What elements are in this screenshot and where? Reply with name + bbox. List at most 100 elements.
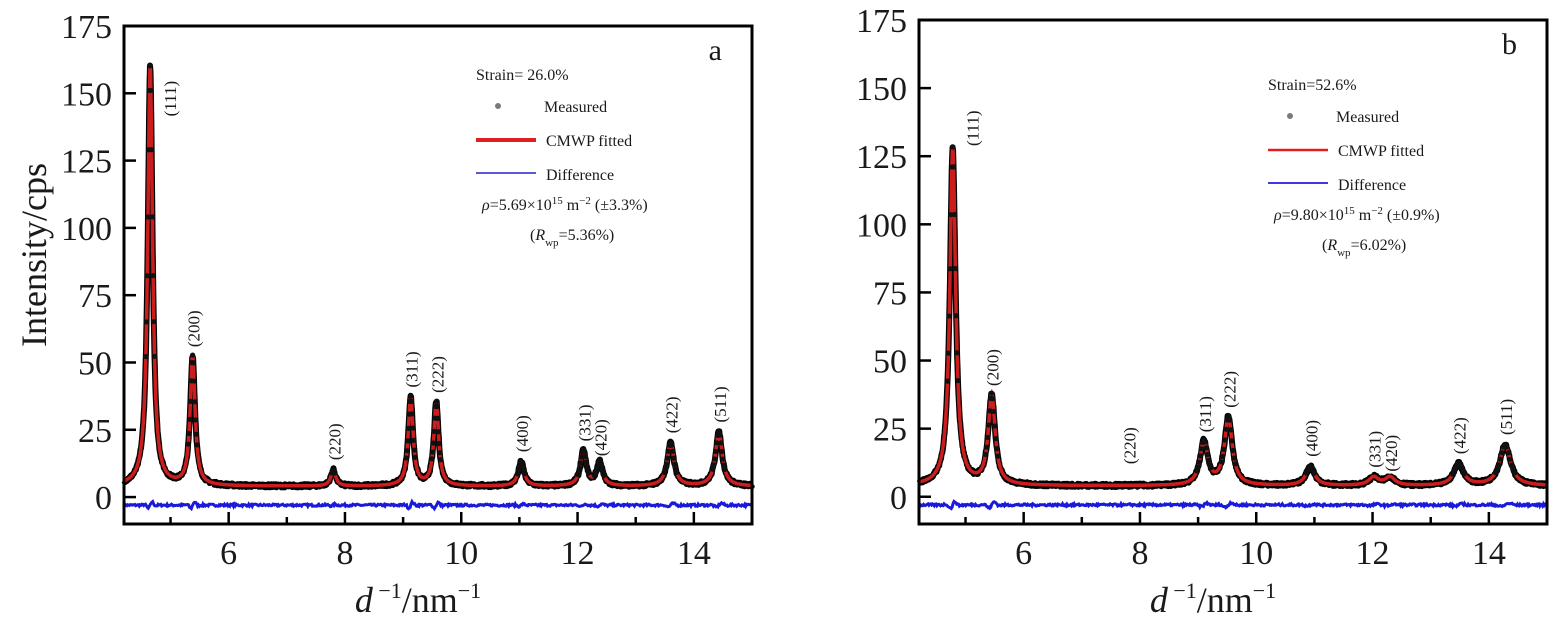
- x-tick-label: 14: [677, 535, 711, 572]
- peak-label: (511): [711, 386, 730, 422]
- panel-a: 0 25 50 75 100 125 150 175 6 8 10 12 14 d −1/nm−1 (111…: [61, 9, 755, 620]
- measured-point: [665, 448, 672, 454]
- rwp-value: =6.02%): [1351, 237, 1407, 254]
- measured-point: [1496, 462, 1502, 468]
- measured-point: [434, 403, 440, 410]
- measured-point: [1221, 446, 1227, 452]
- measured-point: [1512, 470, 1518, 476]
- measured-point: [431, 428, 437, 434]
- x-axis-title: d −1/nm−1: [1150, 578, 1276, 620]
- x-axis-title-unit: /nm: [1197, 580, 1253, 620]
- measured-point: [149, 214, 155, 220]
- measured-point: [598, 462, 604, 468]
- measured-point: [1505, 450, 1511, 456]
- measured-point: [983, 444, 990, 450]
- measured-point: [332, 470, 338, 476]
- measured-point: [411, 447, 417, 453]
- measured-point: [190, 360, 196, 366]
- measured-point: [994, 446, 1000, 452]
- measured-point: [718, 440, 724, 446]
- peak-label: (422): [1451, 417, 1470, 454]
- x-tick-label: 12: [561, 535, 595, 572]
- peak-label: (220): [325, 423, 344, 460]
- measured-point: [405, 425, 412, 431]
- measured-point: [433, 398, 439, 405]
- legend-difference-label: Difference: [546, 167, 614, 184]
- rwp-value: =5.36%): [559, 227, 615, 244]
- measured-point: [147, 63, 153, 69]
- cmwp-fitted-series: [123, 66, 752, 488]
- dislocation-density-label: ρ=9.80×1015 m−2 (±0.9%): [1273, 205, 1440, 224]
- measured-point: [437, 450, 443, 456]
- measured-point: [1223, 426, 1229, 432]
- measured-point: [952, 265, 958, 272]
- peak-label: (311): [403, 351, 422, 387]
- measured-point: [194, 442, 200, 448]
- measured-point: [1204, 451, 1211, 458]
- panel-letter: b: [1502, 28, 1517, 61]
- measured-point: [993, 436, 999, 442]
- measured-point: [1218, 459, 1224, 465]
- y-tick-label: 175: [61, 9, 112, 46]
- measured-point: [662, 466, 669, 472]
- measured-point: [145, 214, 151, 220]
- measured-point: [1226, 417, 1233, 423]
- measured-point: [438, 457, 444, 463]
- measured-point: [1228, 427, 1234, 433]
- measured-point: [992, 423, 998, 429]
- measured-point: [955, 377, 961, 384]
- measured-point: [586, 470, 592, 476]
- peak-label: (311): [1196, 396, 1215, 432]
- peak-label: (222): [428, 356, 447, 393]
- x-axis-title-sup: −1: [458, 578, 481, 603]
- measured-point: [187, 398, 194, 404]
- measured-point: [520, 463, 526, 470]
- measured-point: [1232, 461, 1238, 467]
- measured-point: [951, 211, 958, 218]
- legend-fitted-label: CMWP fitted: [546, 133, 632, 150]
- measured-point: [577, 465, 583, 471]
- rho-unit-exponent: −2: [1371, 205, 1383, 217]
- measured-point: [1507, 456, 1513, 462]
- measured-point: [1205, 457, 1212, 463]
- y-tick-label: 50: [78, 345, 112, 382]
- measured-point: [663, 461, 670, 467]
- peak-label: (200): [984, 349, 1003, 386]
- measured-point: [1229, 438, 1235, 444]
- measured-point: [1195, 464, 1201, 470]
- y-tick-label: 25: [78, 413, 112, 450]
- x-tick-label: 14: [1472, 535, 1506, 572]
- measured-point: [576, 469, 582, 475]
- x-axis-title-sup: −1: [1253, 578, 1276, 603]
- measured-point: [187, 416, 193, 423]
- measured-point: [601, 472, 607, 479]
- measured-point: [435, 415, 441, 421]
- measured-point: [1222, 437, 1228, 443]
- measured-point: [982, 451, 989, 457]
- y-tick-label: 100: [61, 211, 112, 248]
- measured-point: [1499, 450, 1505, 456]
- measured-point: [945, 350, 951, 356]
- y-tick-label: 125: [856, 139, 907, 176]
- rwp-open: (: [530, 227, 535, 244]
- plot-frame: [122, 24, 754, 526]
- rwp-R: R: [534, 227, 545, 244]
- measured-point: [578, 460, 584, 466]
- measured-point: [436, 440, 442, 447]
- measured-point: [403, 455, 409, 461]
- measured-point: [953, 313, 959, 319]
- x-axis-title-sup: −1: [1168, 578, 1197, 603]
- y-tick-label: 0: [890, 480, 907, 517]
- measured-point: [1203, 445, 1209, 451]
- rho-unit: m: [1355, 207, 1372, 224]
- measured-point: [714, 440, 720, 446]
- strain-label: Strain= 26.0%: [476, 67, 569, 84]
- measured-point: [672, 461, 678, 467]
- x-axis-title-d: d: [355, 580, 374, 620]
- x-tick-label: 8: [336, 535, 353, 572]
- difference-series: [122, 498, 754, 512]
- measured-point: [1202, 439, 1208, 445]
- measured-point: [515, 467, 522, 474]
- peak-label: (400): [513, 415, 532, 452]
- measured-point: [1461, 471, 1468, 477]
